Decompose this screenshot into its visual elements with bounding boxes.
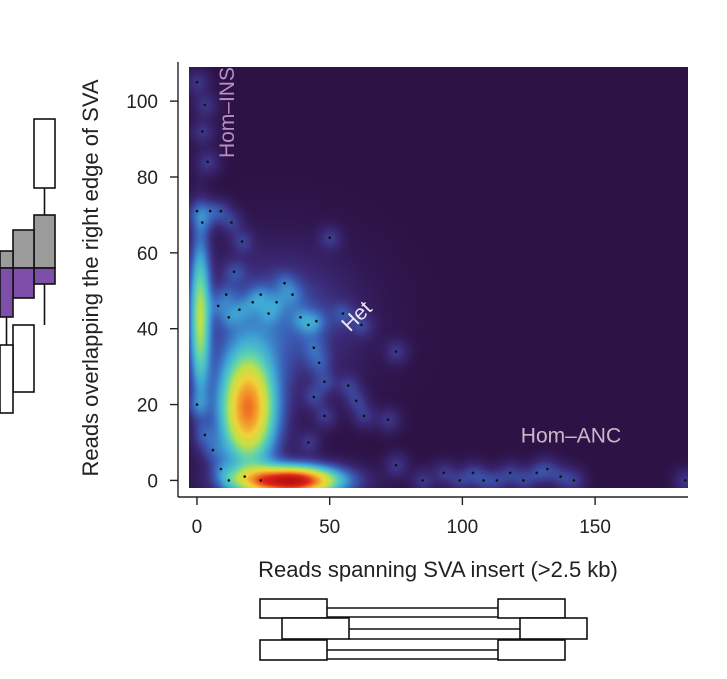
data-point-24: [312, 346, 316, 350]
data-point-33: [394, 350, 398, 353]
data-point-2: [201, 130, 204, 133]
data-point-23: [315, 319, 318, 323]
data-point-57: [243, 475, 246, 478]
data-point-26: [323, 380, 326, 384]
data-point-54: [211, 448, 215, 452]
read-points: [195, 80, 687, 482]
data-point-11: [224, 293, 228, 296]
data-point-8: [230, 221, 233, 224]
schematic-block-2-right: [519, 617, 588, 640]
left-hist-bottom-bar-3: [33, 267, 56, 285]
y-axis-label: Reads overlapping the right edge of SVA: [78, 79, 103, 476]
data-point-5: [201, 221, 204, 224]
x-axis-ticks: 0 50 100 150: [192, 497, 611, 538]
schematic-block-3-left: [259, 639, 328, 661]
data-point-14: [238, 308, 241, 312]
data-point-20: [291, 293, 294, 296]
data-point-10: [232, 270, 236, 274]
data-point-25: [317, 361, 321, 365]
data-point-21: [299, 316, 302, 319]
left-box-low: [0, 344, 14, 414]
x-tick-label-0: 0: [192, 517, 203, 538]
y-tick-label-3: 60: [137, 244, 158, 265]
data-point-44: [495, 479, 499, 482]
data-point-15: [251, 300, 254, 304]
data-point-42: [471, 471, 475, 475]
data-point-4: [195, 209, 199, 213]
y-tick-label-0: 0: [147, 471, 158, 492]
left-hist-bottom-bar-2: [12, 267, 35, 299]
data-point-30: [328, 236, 332, 239]
y-axis-ticks: 0 20 40 60 80 100: [126, 92, 178, 492]
data-point-22: [307, 323, 310, 327]
left-hist-top-bar-1: [0, 250, 14, 269]
x-tick-label-2: 100: [447, 517, 479, 538]
data-point-12: [216, 304, 220, 308]
data-point-47: [535, 471, 538, 475]
data-point-37: [386, 418, 390, 422]
data-point-49: [559, 475, 562, 478]
data-point-32: [360, 323, 363, 327]
y-tick-label-5: 100: [126, 92, 158, 113]
data-point-13: [227, 316, 231, 319]
data-point-48: [546, 467, 549, 471]
schematic-block-2-left: [281, 617, 350, 640]
y-tick-label-4: 80: [137, 168, 158, 189]
y-tick-label-2: 40: [137, 320, 158, 341]
data-point-0: [195, 80, 199, 84]
data-point-7: [219, 209, 223, 213]
bottom-read-schematic: [259, 598, 588, 661]
annotation-hom-ins: Hom–INS: [216, 67, 239, 158]
density-heatmap: [189, 67, 688, 488]
data-point-34: [347, 384, 350, 387]
data-point-3: [206, 160, 209, 164]
data-point-17: [267, 312, 270, 315]
data-point-39: [421, 479, 424, 482]
left-hist-top-bar-2: [12, 229, 35, 269]
data-point-56: [227, 479, 231, 482]
data-point-51: [684, 479, 687, 482]
left-box-top: [33, 118, 56, 189]
data-point-35: [354, 399, 358, 403]
data-point-18: [275, 300, 278, 304]
data-point-36: [362, 414, 366, 418]
y-tick-label-1: 20: [137, 396, 158, 417]
data-point-43: [482, 479, 485, 482]
axes: [177, 62, 688, 498]
data-point-41: [458, 479, 462, 482]
data-point-38: [394, 463, 398, 467]
annotation-hom-anc: Hom–ANC: [521, 424, 621, 447]
data-point-9: [240, 240, 244, 243]
schematic-block-1-right: [497, 598, 566, 619]
data-point-40: [442, 471, 446, 475]
data-point-50: [572, 479, 576, 482]
left-box-mid: [12, 324, 35, 393]
data-point-1: [203, 103, 207, 107]
data-point-29: [307, 441, 310, 444]
data-point-45: [508, 471, 512, 475]
data-point-19: [283, 281, 286, 285]
data-point-52: [195, 403, 199, 406]
data-point-28: [323, 414, 326, 418]
data-point-31: [341, 312, 345, 315]
data-point-6: [208, 209, 212, 213]
x-axis-label: Reads spanning SVA insert (>2.5 kb): [258, 557, 618, 582]
data-point-53: [203, 433, 207, 437]
data-point-46: [522, 479, 525, 482]
schematic-block-3-right: [497, 639, 566, 661]
left-marginal-panel: [0, 118, 56, 414]
x-tick-label-1: 50: [319, 517, 340, 538]
x-tick-label-3: 150: [579, 517, 611, 538]
left-hist-bottom-bar-1: [0, 267, 14, 318]
schematic-block-1-left: [259, 598, 328, 619]
data-point-16: [259, 293, 263, 296]
data-point-58: [259, 479, 263, 482]
data-point-55: [219, 467, 223, 471]
left-hist-top-bar-3: [33, 214, 56, 269]
data-point-27: [312, 395, 316, 399]
